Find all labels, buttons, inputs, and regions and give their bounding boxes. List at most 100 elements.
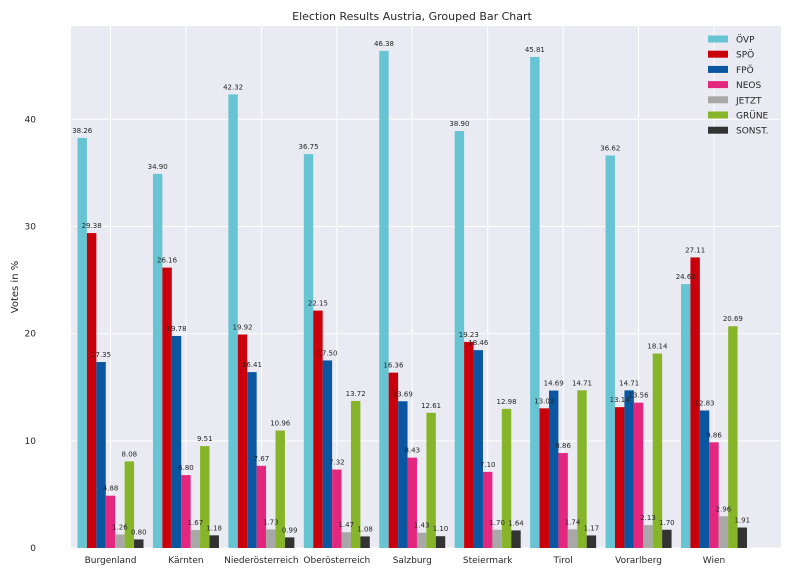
bar bbox=[530, 56, 540, 549]
bar bbox=[237, 334, 248, 548]
bar bbox=[643, 525, 653, 548]
y-tick-label: 0 bbox=[30, 544, 36, 554]
x-tick-labels: Burgenland Kärnten Niederösterreich Oberöst… bbox=[85, 556, 726, 566]
bar-value-label: 19.92 bbox=[232, 323, 252, 331]
bar bbox=[407, 457, 417, 548]
bar bbox=[558, 453, 568, 548]
bar-value-label: 14.71 bbox=[619, 379, 639, 387]
bar-value-label: 20.69 bbox=[723, 315, 743, 323]
bar bbox=[360, 536, 370, 548]
bar-value-label: 16.41 bbox=[242, 361, 262, 369]
bar-value-label: 13.69 bbox=[393, 390, 413, 398]
bar-value-label: 1.18 bbox=[206, 524, 222, 532]
x-tick-label: Kärnten bbox=[168, 556, 203, 566]
bar bbox=[464, 341, 474, 548]
bar bbox=[303, 154, 314, 548]
bar-value-label: 2.96 bbox=[716, 505, 732, 513]
bar bbox=[426, 412, 436, 548]
bar-value-label: 8.86 bbox=[555, 442, 571, 450]
bar bbox=[728, 326, 738, 548]
bar-value-label: 1.74 bbox=[565, 518, 581, 526]
legend-swatch bbox=[708, 35, 728, 43]
legend-swatch bbox=[708, 126, 728, 134]
bar-value-label: 1.64 bbox=[508, 519, 524, 527]
bar bbox=[266, 529, 276, 548]
bar-value-label: 1.70 bbox=[489, 519, 505, 527]
legend-swatch bbox=[708, 81, 728, 89]
bar bbox=[350, 400, 361, 548]
bar-value-label: 34.90 bbox=[148, 163, 168, 171]
bar-value-label: 1.91 bbox=[734, 517, 750, 525]
bar bbox=[209, 535, 219, 548]
bar-value-label: 22.15 bbox=[308, 300, 328, 308]
bar bbox=[171, 335, 182, 548]
bar-value-label: 46.38 bbox=[374, 40, 394, 48]
bar bbox=[247, 372, 257, 548]
bar-value-label: 19.78 bbox=[166, 325, 186, 333]
bar-value-label: 1.67 bbox=[188, 519, 204, 527]
x-tick-label: Oberösterreich bbox=[303, 556, 370, 566]
bar bbox=[567, 529, 578, 548]
bar bbox=[435, 536, 446, 548]
x-tick-label: Vorarlberg bbox=[615, 556, 662, 566]
y-tick-label: 30 bbox=[25, 222, 37, 232]
x-tick-label: Salzburg bbox=[393, 556, 432, 566]
bar bbox=[86, 233, 97, 548]
bar-value-label: 29.38 bbox=[82, 222, 102, 230]
bar bbox=[388, 372, 399, 548]
bar-value-label: 19.23 bbox=[459, 331, 479, 339]
bar-value-label: 12.98 bbox=[497, 398, 517, 406]
bar-value-label: 8.43 bbox=[404, 447, 420, 455]
bar-value-label: 7.67 bbox=[254, 455, 270, 463]
bar bbox=[737, 527, 747, 548]
bar-value-label: 1.26 bbox=[112, 523, 128, 531]
x-tick-label: Wien bbox=[703, 556, 725, 566]
bar bbox=[284, 537, 295, 548]
bar-value-label: 6.80 bbox=[178, 464, 194, 472]
bar-value-label: 13.56 bbox=[629, 392, 650, 400]
bar bbox=[605, 155, 615, 548]
bar-value-label: 2.13 bbox=[640, 514, 656, 522]
bar-value-label: 27.11 bbox=[685, 246, 705, 254]
bar bbox=[96, 362, 106, 548]
bar-value-label: 1.10 bbox=[433, 525, 449, 533]
legend-swatch bbox=[708, 50, 728, 58]
bar-value-label: 1.73 bbox=[263, 518, 279, 526]
bar bbox=[586, 535, 597, 548]
bar bbox=[200, 446, 210, 548]
legend: ÖVP SPÖ FPÖ NEOS JETZT GRÜNE SONST. bbox=[708, 35, 769, 137]
x-tick-label: Steiermark bbox=[463, 556, 513, 566]
bar-value-label: 1.47 bbox=[338, 521, 354, 529]
bar bbox=[454, 131, 465, 548]
bar-value-label: 13.03 bbox=[534, 397, 554, 405]
bar-value-label: 36.75 bbox=[299, 143, 319, 151]
bar-value-label: 1.70 bbox=[659, 519, 675, 527]
legend-swatch bbox=[708, 65, 728, 73]
legend-label: JETZT bbox=[735, 96, 762, 106]
bar bbox=[416, 532, 427, 548]
bar bbox=[256, 465, 267, 548]
bar-value-label: 13.14 bbox=[610, 396, 631, 404]
bar bbox=[473, 350, 483, 548]
bar-value-label: 16.36 bbox=[383, 362, 404, 370]
bar bbox=[501, 408, 512, 548]
bar bbox=[105, 495, 116, 548]
bar-value-label: 10.96 bbox=[270, 420, 291, 428]
legend-label: GRÜNE bbox=[736, 111, 769, 122]
bar-value-label: 7.10 bbox=[480, 461, 496, 469]
bar bbox=[709, 442, 719, 548]
bar-value-label: 24.62 bbox=[676, 273, 696, 281]
bar bbox=[662, 529, 672, 548]
bar bbox=[313, 310, 323, 548]
bar-value-label: 12.83 bbox=[695, 399, 715, 407]
bar bbox=[181, 475, 191, 548]
bar-value-label: 13.72 bbox=[346, 390, 366, 398]
x-tick-label: Tirol bbox=[553, 556, 573, 566]
bar bbox=[577, 390, 587, 548]
bar bbox=[492, 529, 502, 548]
bar-value-label: 8.08 bbox=[122, 450, 138, 458]
y-tick-label: 40 bbox=[25, 115, 37, 125]
chart-title: Election Results Austria, Grouped Bar Ch… bbox=[292, 10, 532, 23]
y-axis-label: Votes in % bbox=[10, 261, 21, 313]
